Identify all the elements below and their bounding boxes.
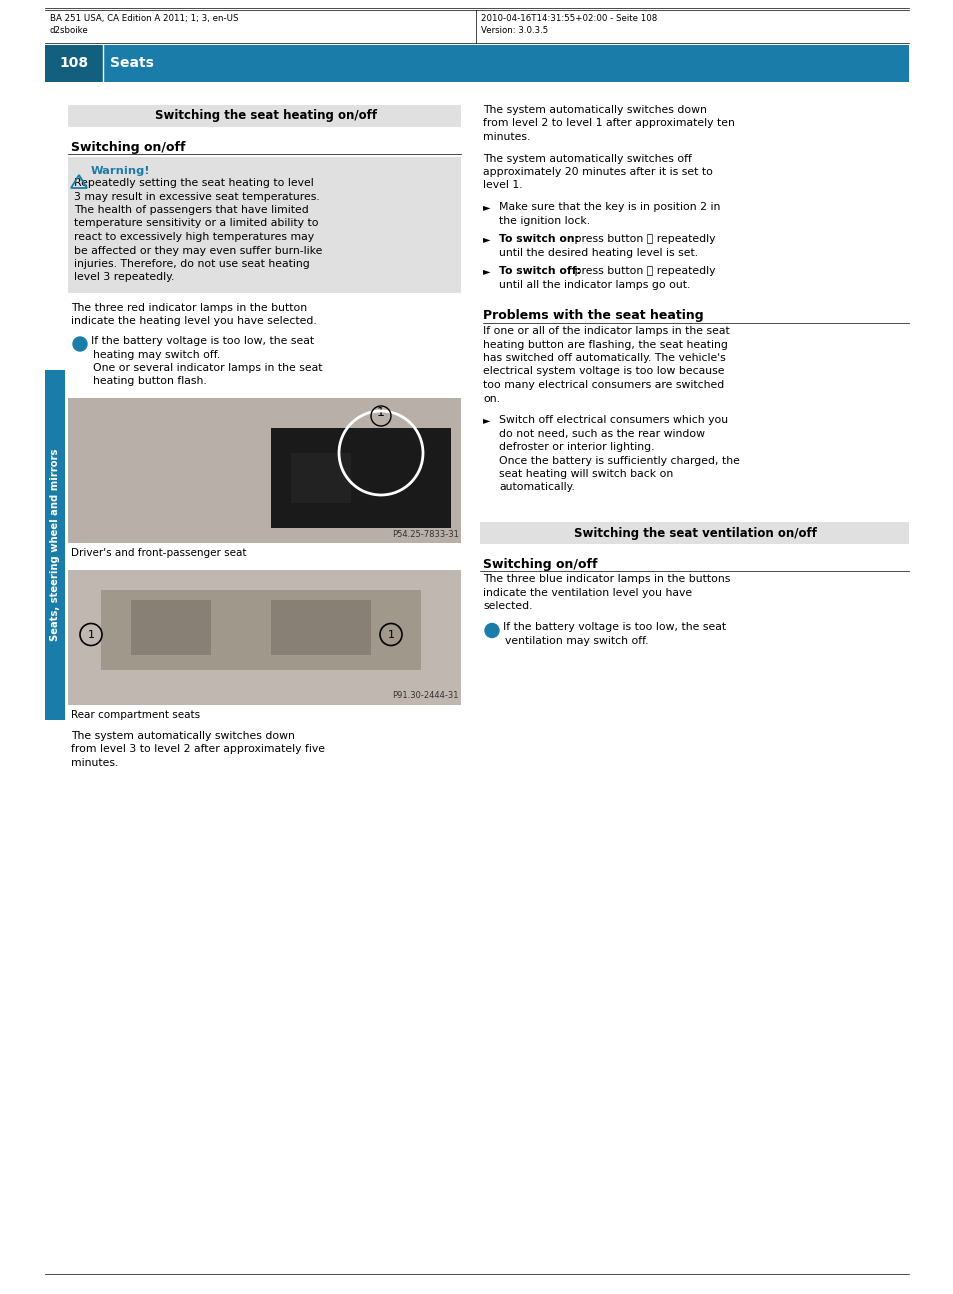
Text: If one or all of the indicator lamps in the seat: If one or all of the indicator lamps in … (482, 326, 729, 336)
Bar (291, 453, 351, 503)
Text: from level 3 to level 2 after approximately five: from level 3 to level 2 after approximat… (71, 744, 325, 754)
Text: i: i (78, 339, 82, 349)
Text: The three blue indicator lamps in the buttons: The three blue indicator lamps in the bu… (482, 575, 730, 584)
Bar (68, 399, 460, 543)
Text: To switch off:: To switch off: (498, 267, 580, 276)
Text: react to excessively high temperatures may: react to excessively high temperatures m… (74, 232, 314, 242)
Text: Seats, steering wheel and mirrors: Seats, steering wheel and mirrors (50, 449, 60, 642)
Text: The three red indicator lamps in the button: The three red indicator lamps in the but… (71, 303, 307, 313)
Text: i: i (490, 625, 493, 635)
Text: To switch on:: To switch on: (498, 234, 578, 245)
Text: be affected or they may even suffer burn-like: be affected or they may even suffer burn… (74, 246, 322, 255)
Text: until all the indicator lamps go out.: until all the indicator lamps go out. (498, 280, 690, 290)
Text: selected.: selected. (482, 600, 532, 611)
Text: Switching the seat ventilation on/off: Switching the seat ventilation on/off (574, 527, 817, 540)
Bar (68, 157, 460, 292)
Bar (68, 105, 460, 127)
Text: heating may switch off.: heating may switch off. (92, 349, 220, 360)
Text: Warning!: Warning! (91, 166, 151, 176)
Bar (101, 590, 420, 669)
Text: The system automatically switches down: The system automatically switches down (71, 731, 294, 741)
Text: Once the battery is sufficiently charged, the: Once the battery is sufficiently charged… (498, 455, 740, 466)
Circle shape (73, 336, 87, 351)
Text: do not need, such as the rear window: do not need, such as the rear window (498, 428, 704, 439)
Text: The system automatically switches down: The system automatically switches down (482, 105, 706, 115)
Text: press button ⓘ repeatedly: press button ⓘ repeatedly (571, 267, 715, 276)
Text: too many electrical consumers are switched: too many electrical consumers are switch… (482, 380, 723, 389)
Text: minutes.: minutes. (482, 132, 530, 142)
Text: ►: ► (482, 202, 490, 212)
Text: d2sboike: d2sboike (50, 26, 89, 35)
Text: 1: 1 (387, 629, 395, 639)
Text: press button ⓘ repeatedly: press button ⓘ repeatedly (571, 234, 715, 245)
Circle shape (484, 624, 498, 638)
Bar (131, 599, 211, 655)
Text: 108: 108 (59, 56, 89, 70)
Text: indicate the ventilation level you have: indicate the ventilation level you have (482, 587, 691, 598)
Text: temperature sensitivity or a limited ability to: temperature sensitivity or a limited abi… (74, 219, 318, 229)
Text: heating button flash.: heating button flash. (92, 377, 207, 387)
Text: !: ! (77, 176, 81, 185)
Text: heating button are flashing, the seat heating: heating button are flashing, the seat he… (482, 339, 727, 349)
Text: If the battery voltage is too low, the seat: If the battery voltage is too low, the s… (91, 336, 314, 345)
Text: on.: on. (482, 393, 499, 404)
Bar (45, 45, 908, 82)
Text: seat heating will switch back on: seat heating will switch back on (498, 468, 673, 479)
Text: 2010-04-16T14:31:55+02:00 - Seite 108: 2010-04-16T14:31:55+02:00 - Seite 108 (480, 14, 657, 23)
Text: Switching the seat heating on/off: Switching the seat heating on/off (154, 110, 376, 123)
Text: approximately 20 minutes after it is set to: approximately 20 minutes after it is set… (482, 167, 712, 177)
Text: Make sure that the key is in position 2 in: Make sure that the key is in position 2 … (498, 202, 720, 212)
Text: has switched off automatically. The vehicle's: has switched off automatically. The vehi… (482, 353, 725, 364)
Text: One or several indicator lamps in the seat: One or several indicator lamps in the se… (92, 364, 322, 373)
Text: indicate the heating level you have selected.: indicate the heating level you have sele… (71, 317, 316, 326)
Text: minutes.: minutes. (71, 758, 118, 769)
Text: level 1.: level 1. (482, 180, 522, 190)
Text: electrical system voltage is too low because: electrical system voltage is too low bec… (482, 366, 723, 377)
Text: ►: ► (482, 234, 490, 245)
Text: Repeatedly setting the seat heating to level: Repeatedly setting the seat heating to l… (74, 179, 314, 188)
Bar (68, 569, 460, 704)
Text: If the battery voltage is too low, the seat: If the battery voltage is too low, the s… (502, 622, 725, 633)
Text: The health of passengers that have limited: The health of passengers that have limit… (74, 204, 309, 215)
Text: Switch off electrical consumers which you: Switch off electrical consumers which yo… (498, 415, 727, 424)
Bar (45, 370, 65, 719)
Text: The system automatically switches off: The system automatically switches off (482, 154, 691, 163)
Bar (271, 599, 371, 655)
Text: Problems with the seat heating: Problems with the seat heating (482, 309, 703, 322)
Text: ventilation may switch off.: ventilation may switch off. (504, 635, 648, 646)
Text: BA 251 USA, CA Edition A 2011; 1; 3, en-US: BA 251 USA, CA Edition A 2011; 1; 3, en-… (50, 14, 238, 23)
Text: from level 2 to level 1 after approximately ten: from level 2 to level 1 after approximat… (482, 119, 734, 128)
Bar (271, 428, 451, 528)
Text: injuries. Therefore, do not use seat heating: injuries. Therefore, do not use seat hea… (74, 259, 310, 269)
Text: Rear compartment seats: Rear compartment seats (71, 709, 200, 719)
Text: ►: ► (482, 415, 490, 424)
Text: the ignition lock.: the ignition lock. (498, 216, 590, 225)
Text: 1: 1 (88, 629, 94, 639)
Text: 3 may result in excessive seat temperatures.: 3 may result in excessive seat temperatu… (74, 192, 319, 202)
Text: Driver's and front-passenger seat: Driver's and front-passenger seat (71, 547, 246, 558)
Text: 1: 1 (376, 406, 384, 419)
Text: Switching on/off: Switching on/off (71, 141, 185, 154)
Text: automatically.: automatically. (498, 483, 575, 493)
Bar (479, 521, 908, 543)
Text: ►: ► (482, 267, 490, 276)
Text: Version: 3.0.3.5: Version: 3.0.3.5 (480, 26, 548, 35)
Text: defroster or interior lighting.: defroster or interior lighting. (498, 443, 654, 452)
Text: Seats: Seats (110, 56, 153, 70)
Text: P91.30-2444-31: P91.30-2444-31 (392, 691, 458, 700)
Text: until the desired heating level is set.: until the desired heating level is set. (498, 247, 698, 258)
Text: Switching on/off: Switching on/off (482, 558, 597, 571)
Text: level 3 repeatedly.: level 3 repeatedly. (74, 273, 174, 282)
Text: P54.25-7833-31: P54.25-7833-31 (392, 531, 458, 540)
Bar (45, 45, 103, 82)
